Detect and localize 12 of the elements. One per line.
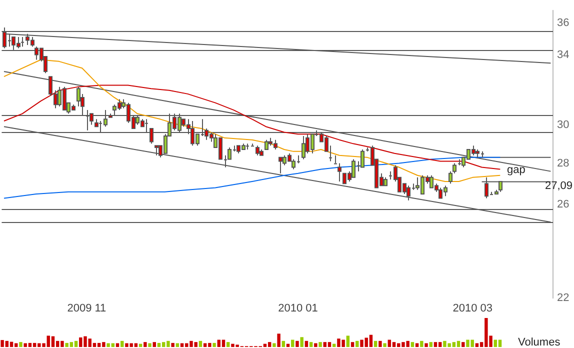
x-tick-label: 2009 11 [67, 302, 106, 315]
y-tick-label: 26 [557, 198, 570, 211]
y-tick-label: 36 [557, 16, 570, 29]
y-tick-label: 30 [557, 118, 570, 131]
y-axis-title: Volumes [518, 336, 561, 348]
x-tick-label: 2010 01 [278, 302, 318, 315]
y-tick-label: 34 [557, 48, 570, 61]
annotation: 27,09 [545, 180, 573, 192]
y-tick-label: 28 [557, 157, 570, 170]
annotation: gap [507, 164, 526, 176]
x-tick-label: 2010 03 [452, 302, 492, 315]
y-tick-label: 22 [557, 292, 570, 304]
